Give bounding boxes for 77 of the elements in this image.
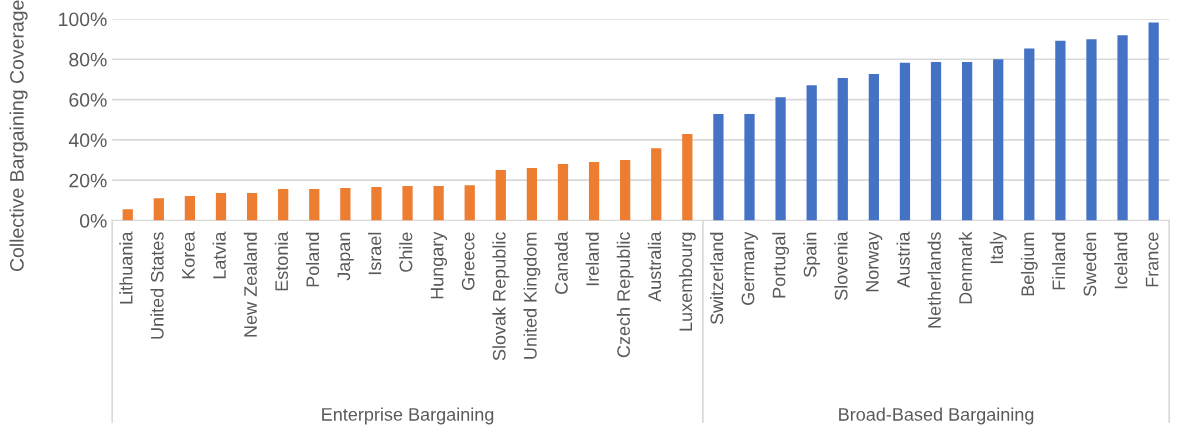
x-tick-label: Israel [368, 232, 382, 275]
bar [620, 160, 631, 221]
bar [744, 114, 755, 221]
bar [1055, 40, 1066, 221]
x-tick-label: Germany [741, 231, 758, 305]
x-tick-label: Canada [554, 231, 568, 294]
bar [713, 114, 724, 221]
x-tick-label: Iceland [1114, 232, 1128, 289]
x-tick-label: Switzerland [710, 232, 724, 325]
bar [1086, 39, 1097, 221]
bar [464, 185, 475, 221]
y-tick-label: 0% [79, 213, 107, 228]
y-tick-label: 60% [69, 93, 107, 107]
bar [1148, 22, 1159, 221]
x-tick-label: Ireland [585, 232, 599, 286]
bar [961, 62, 973, 221]
bar [993, 59, 1004, 221]
x-tick-label: Sweden [1083, 232, 1097, 297]
x-tick-label: United States [150, 232, 164, 339]
x-tick-label: France [1145, 232, 1159, 287]
bar [184, 196, 196, 221]
bar [588, 162, 600, 221]
bar [402, 186, 413, 221]
y-tick-label: 80% [69, 52, 107, 67]
text: Broad-Based Bargaining [839, 407, 1034, 425]
x-tick-label: New Zealand [243, 232, 257, 337]
bar [433, 186, 444, 221]
bar [278, 189, 289, 221]
bar [309, 189, 320, 221]
bar [215, 193, 227, 221]
bar [930, 62, 942, 221]
x-tick-label: Denmark [958, 231, 972, 304]
bar [526, 168, 538, 221]
x-tick-label: Italy [989, 231, 1007, 264]
bar [246, 193, 258, 221]
bar [153, 198, 164, 221]
x-tick-label: Australia [647, 231, 662, 302]
x-tick-label: Finland [1051, 232, 1066, 290]
x-tick-label: Estonia [274, 231, 289, 291]
bar [1024, 48, 1035, 221]
bar [775, 97, 786, 221]
x-tick-label: Latvia [212, 231, 226, 279]
bar [371, 187, 382, 221]
bar [651, 148, 662, 221]
bar [557, 164, 569, 221]
text: Enterprise Bargaining [322, 407, 494, 425]
x-tick-label: Korea [182, 231, 195, 279]
x-tick-label: Hungary [430, 231, 448, 299]
y-tick-label: 20% [69, 173, 107, 188]
x-tick-label: Poland [305, 232, 320, 287]
x-tick-label: Chile [399, 232, 413, 272]
x-tick-label: Czech Republic [616, 232, 634, 358]
x-tick-label: Portugal [772, 232, 789, 298]
x-tick-label: United Kingdom [523, 232, 541, 359]
x-tick-label: Belgium [1020, 232, 1038, 296]
bar [868, 73, 879, 221]
x-tick-label: Luxembourg [678, 232, 696, 331]
y-axis-title: Collective Bargaining Coverage [9, 0, 28, 272]
x-tick-label: Netherlands [927, 232, 941, 328]
bar [340, 188, 351, 221]
bar [495, 170, 506, 221]
x-tick-label: Greece [461, 232, 475, 290]
x-tick-label: Austria [896, 231, 910, 288]
x-tick-label: Slovenia [834, 231, 848, 301]
x-tick-label: Norway [866, 231, 883, 292]
x-tick-label: Japan [337, 232, 354, 281]
x-tick-label: Slovak Republic [492, 232, 510, 361]
x-tick-label: Lithuania [119, 231, 133, 304]
x-tick-label: Spain [803, 232, 821, 277]
bar [122, 209, 133, 221]
y-tick-label: 100% [59, 12, 107, 27]
bar [837, 78, 848, 221]
bar [682, 134, 693, 221]
y-tick-label: 40% [68, 133, 107, 148]
bar [1117, 35, 1128, 221]
bar [806, 85, 817, 221]
bar [899, 62, 911, 221]
